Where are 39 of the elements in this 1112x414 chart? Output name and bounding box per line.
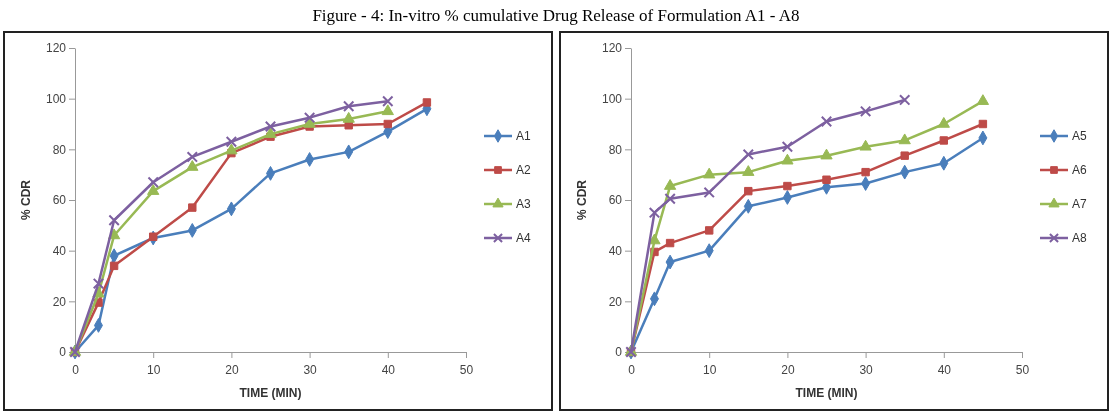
y-tick-label: 40 (52, 244, 67, 259)
x-tick-label: 0 (628, 363, 636, 378)
legend-label: A1 (516, 129, 531, 144)
text: Figure - 4: In-vitro % cumulative Drug Release of Formulation A1 - A8 (312, 6, 800, 25)
x-tick-label: 20 (225, 363, 239, 378)
legend-label: A4 (516, 231, 531, 246)
y-tick-label: 80 (52, 142, 67, 157)
y-tick-label: 100 (45, 92, 67, 107)
y-tick-label: 0 (615, 345, 623, 360)
legend-label: A6 (1072, 163, 1087, 178)
y-tick-label: 60 (608, 193, 623, 208)
x-tick-label: 10 (147, 363, 161, 378)
x-tick-label: 20 (781, 363, 795, 378)
y-tick-label: 20 (52, 294, 67, 309)
x-tick-label: 40 (937, 363, 952, 378)
y-tick-label: 120 (601, 41, 623, 56)
x-tick-label: 10 (703, 363, 717, 378)
x-tick-label: 30 (859, 363, 874, 378)
x-tick-label: 40 (381, 363, 396, 378)
x-tick-label: 50 (1015, 363, 1030, 378)
y-tick-label: 100 (601, 92, 623, 107)
legend-label: A2 (516, 163, 531, 178)
legend-label: A5 (1072, 129, 1087, 144)
x-tick-label: 0 (72, 363, 80, 378)
x-axis-title: TIME (MIN) (795, 386, 858, 400)
x-tick-label: 30 (303, 363, 318, 378)
x-tick-label: 50 (459, 363, 474, 378)
legend-label: A3 (516, 197, 531, 212)
y-axis-title: % CDR (575, 179, 589, 221)
y-tick-label: 40 (608, 244, 623, 259)
legend-label: A7 (1072, 197, 1087, 212)
y-tick-label: 120 (45, 41, 67, 56)
y-tick-label: 60 (52, 193, 67, 208)
y-axis-title: % CDR (19, 179, 33, 221)
y-tick-label: 80 (608, 142, 623, 157)
y-tick-label: 0 (59, 345, 67, 360)
y-tick-label: 20 (608, 294, 623, 309)
legend-label: A8 (1072, 231, 1087, 246)
x-axis-title: TIME (MIN) (239, 386, 302, 400)
